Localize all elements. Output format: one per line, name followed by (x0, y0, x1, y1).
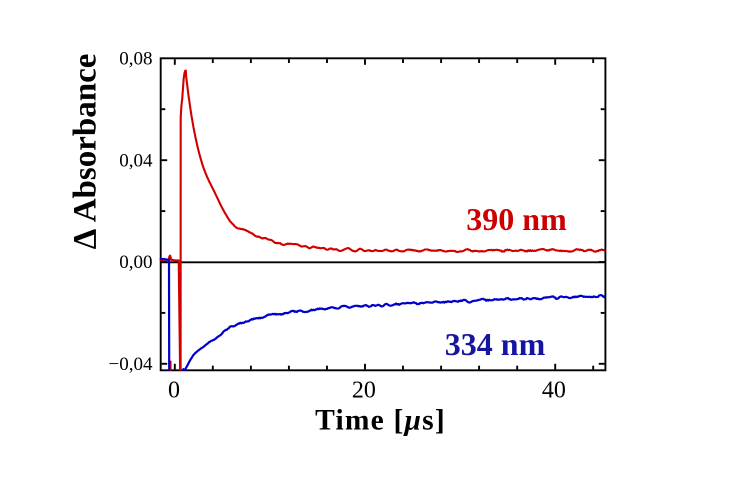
svg-text:0: 0 (168, 377, 180, 403)
svg-text:−0,04: −0,04 (109, 354, 153, 375)
svg-text:390 nm: 390 nm (466, 201, 567, 237)
svg-text:Δ Absorbance: Δ Absorbance (68, 54, 104, 250)
svg-text:0,08: 0,08 (119, 48, 152, 69)
svg-text:334 nm: 334 nm (445, 326, 546, 362)
svg-text:Time [μs]: Time [μs] (315, 405, 446, 437)
svg-text:20: 20 (352, 377, 376, 403)
svg-text:40: 40 (542, 377, 566, 403)
svg-text:0,04: 0,04 (119, 150, 153, 171)
svg-text:0,00: 0,00 (119, 252, 152, 273)
